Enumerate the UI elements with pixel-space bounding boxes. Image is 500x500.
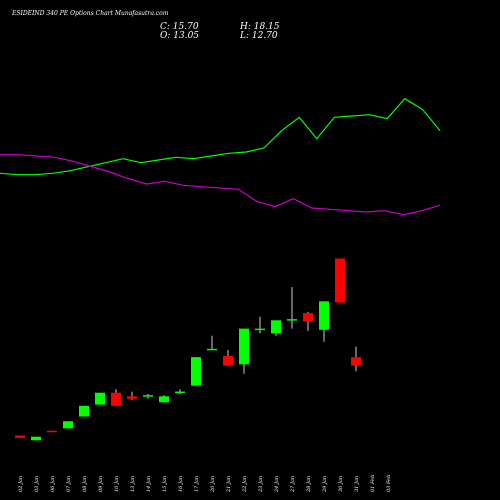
x-tick-label: 29 Jan (322, 476, 328, 493)
readout-high: H: 18.15 (239, 22, 280, 32)
readout-close: C: 15.70 (160, 22, 199, 32)
x-tick-label: 03 Feb (386, 475, 392, 492)
candle (319, 301, 329, 342)
candle-body (239, 328, 249, 365)
candle (79, 405, 89, 417)
x-tick-label: 07 Jan (66, 476, 72, 492)
candle (159, 395, 169, 403)
x-tick-label: 30 Jan (338, 476, 344, 492)
candle-body (15, 435, 25, 438)
x-tick-label: 23 Jan (258, 476, 264, 493)
candle (335, 258, 345, 303)
candle-body (287, 319, 297, 321)
x-tick-label: 01 Feb (370, 475, 376, 492)
overlay-line-1 (0, 97, 441, 176)
x-tick-label: 28 Jan (306, 476, 312, 493)
x-tick-label: 08 Jan (82, 476, 88, 492)
candle-body (143, 395, 153, 397)
candle (111, 389, 121, 406)
candle (15, 435, 25, 438)
x-tick-label: 27 Jan (290, 476, 296, 493)
candle-body (63, 421, 73, 429)
candles (15, 258, 361, 441)
x-tick-label: 14 Jan (146, 476, 152, 492)
x-tick-label: 02 Jan (18, 476, 24, 492)
overlay-lines (0, 97, 441, 216)
candle (239, 328, 249, 374)
candle (303, 312, 313, 331)
candle (47, 430, 57, 433)
x-tick-label: 13 Jan (130, 476, 136, 492)
candle-body (31, 436, 41, 441)
candle (31, 436, 41, 441)
candle-body (303, 313, 313, 322)
candle-body (127, 396, 137, 399)
candle-body (319, 301, 329, 330)
candle (351, 346, 361, 372)
candle-body (255, 328, 265, 331)
candle (223, 350, 233, 366)
candle-body (351, 357, 361, 366)
x-axis-tick-labels: 02 Jan 03 Jan 06 Jan 07 Jan 08 Jan 09 Jan 10 J… (18, 475, 392, 493)
candle-body (111, 392, 121, 406)
chart-title: ESIDEIND 340 PE Options Chart Munafasutr… (11, 10, 169, 17)
candle-body (191, 357, 201, 386)
candle (95, 392, 105, 405)
readout-low: L: 12.70 (239, 31, 278, 41)
x-tick-label: 03 Jan (34, 476, 40, 492)
candle-body (95, 392, 105, 405)
candle-body (175, 391, 185, 394)
candle (255, 316, 265, 334)
candle (207, 335, 217, 351)
candle-body (159, 396, 169, 403)
candle-body (47, 430, 57, 433)
candle-body (335, 258, 345, 303)
x-tick-label: 09 Jan (98, 476, 104, 492)
candle (175, 389, 185, 394)
candle (63, 421, 73, 429)
readout-open: O: 13.05 (160, 31, 199, 41)
x-tick-label: 15 Jan (162, 476, 168, 492)
candle (143, 393, 153, 399)
candle-body (207, 348, 217, 351)
candle (191, 357, 201, 386)
x-tick-label: 24 Jan (274, 476, 280, 493)
x-tick-label: 22 Jan (242, 476, 248, 493)
x-tick-label: 10 Jan (114, 476, 120, 492)
candle (271, 320, 281, 336)
candle (287, 287, 297, 329)
x-tick-label: 20 Jan (210, 476, 216, 493)
x-tick-label: 16 Jan (178, 476, 184, 492)
candle-body (271, 320, 281, 334)
overlay-line-2 (0, 154, 441, 216)
x-tick-label: 21 Jan (226, 476, 232, 493)
candle-body (79, 405, 89, 417)
candle-body (223, 355, 233, 366)
candle (127, 391, 137, 400)
x-tick-label: 17 Jan (194, 476, 200, 492)
x-tick-label: 06 Jan (50, 476, 56, 492)
x-tick-label: 31 Jan (354, 476, 360, 492)
